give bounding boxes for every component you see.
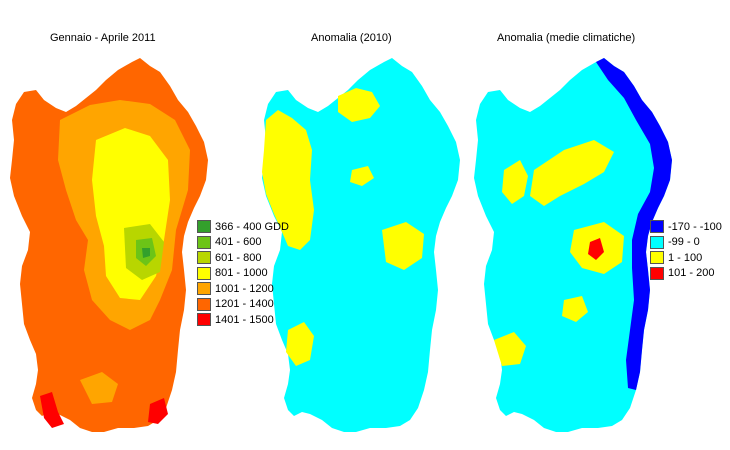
- map-anomaly-climate: [474, 58, 672, 432]
- legend-gdd-swatch: [197, 297, 211, 311]
- legend-gdd-label: 801 - 1000: [215, 267, 268, 280]
- panel-title-gdd: Gennaio - Aprile 2011: [50, 32, 156, 44]
- legend-anomaly-swatch: [650, 266, 664, 280]
- legend-gdd: 366 - 400 GDD 401 - 600 601 - 800 801 - 100…: [197, 219, 289, 328]
- map-anomaly-2010: [262, 58, 460, 432]
- legend-gdd-item: 1201 - 1400: [197, 297, 289, 313]
- legend-anomaly-swatch: [650, 251, 664, 265]
- legend-gdd-item: 801 - 1000: [197, 266, 289, 282]
- legend-anomaly-item: -99 - 0: [650, 235, 722, 251]
- legend-gdd-swatch: [197, 220, 211, 234]
- legend-gdd-swatch: [197, 266, 211, 280]
- legend-anomaly-swatch: [650, 220, 664, 234]
- legend-gdd-item: 1401 - 1500: [197, 312, 289, 328]
- legend-anomaly-item: 1 - 100: [650, 250, 722, 266]
- legend-gdd-label: 401 - 600: [215, 236, 262, 249]
- legend-anomaly-label: 101 - 200: [668, 267, 715, 280]
- legend-anomaly-item: -170 - -100: [650, 219, 722, 235]
- legend-anomaly-label: -170 - -100: [668, 220, 722, 233]
- legend-gdd-swatch: [197, 251, 211, 265]
- panel-title-anomaly-climate: Anomalia (medie climatiche): [497, 32, 636, 44]
- legend-gdd-swatch: [197, 313, 211, 327]
- legend-gdd-item: 366 - 400 GDD: [197, 219, 289, 235]
- legend-gdd-item: 1001 - 1200: [197, 281, 289, 297]
- legend-gdd-label: 601 - 800: [215, 251, 262, 264]
- legend-gdd-label: 1201 - 1400: [215, 298, 274, 311]
- legend-gdd-item: 601 - 800: [197, 250, 289, 266]
- panel-title-anomaly-2010: Anomalia (2010): [311, 32, 392, 44]
- legend-anomaly-swatch: [650, 235, 664, 249]
- legend-gdd-label: 1001 - 1200: [215, 282, 274, 295]
- legend-gdd-swatch: [197, 235, 211, 249]
- legend-anomaly-label: 1 - 100: [668, 251, 703, 264]
- legend-anomaly-item: 101 - 200: [650, 266, 722, 282]
- legend-anomaly-label: -99 - 0: [668, 236, 700, 249]
- legend-anomaly: -170 - -100 -99 - 0 1 - 100 101 - 200: [650, 219, 722, 281]
- map-gdd: [10, 58, 208, 432]
- legend-gdd-label: 366 - 400 GDD: [215, 220, 289, 233]
- legend-gdd-item: 401 - 600: [197, 235, 289, 251]
- legend-gdd-label: 1401 - 1500: [215, 313, 274, 326]
- legend-gdd-swatch: [197, 282, 211, 296]
